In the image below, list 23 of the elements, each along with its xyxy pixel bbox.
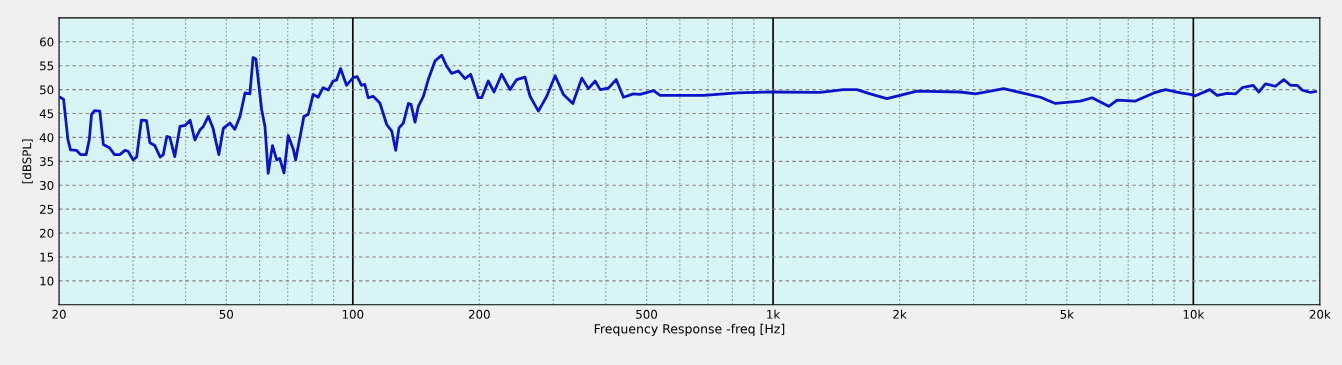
y-tick-label: 35: [40, 157, 54, 166]
y-tick-label: 50: [40, 85, 54, 95]
y-tick-label: 25: [40, 204, 54, 214]
x-tick-label: 10k: [1183, 309, 1205, 319]
y-tick-label: 15: [40, 252, 54, 262]
x-tick-label: 500: [636, 309, 658, 319]
y-tick-label: 40: [39, 133, 54, 143]
y-tick-label: 30: [40, 180, 54, 190]
x-tick-label: 50: [219, 309, 234, 319]
y-tick-label: 20: [40, 228, 54, 238]
x-tick-label: 2k: [893, 309, 907, 319]
x-tick-label: 200: [468, 309, 490, 319]
x-axis-title: Frequency Response -freq [Hz]: [594, 323, 785, 336]
y-tick-label: 55: [40, 61, 54, 71]
x-tick-label: 5k: [1060, 309, 1074, 319]
y-tick-label: 60: [39, 37, 54, 47]
y-tick-label: 45: [39, 109, 54, 119]
y-axis-title: [dBSPL]: [22, 139, 33, 184]
x-tick-label: 20: [52, 309, 66, 319]
x-tick-label: 20k: [1309, 309, 1331, 319]
y-tick-label: 10: [40, 276, 54, 286]
x-tick-label: 100: [342, 309, 364, 319]
x-tick-label: 1k: [767, 309, 781, 319]
